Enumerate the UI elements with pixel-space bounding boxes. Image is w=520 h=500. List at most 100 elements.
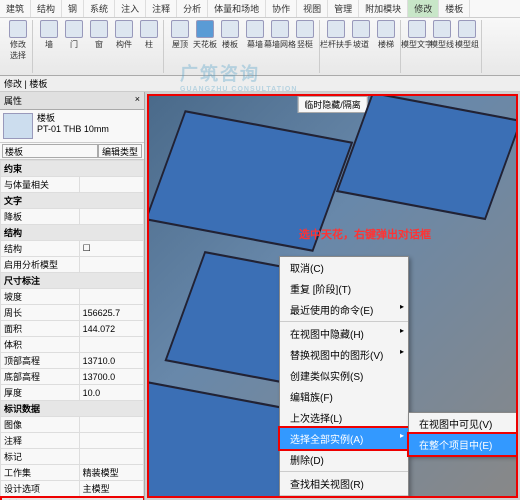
tab-8[interactable]: 协作: [266, 0, 297, 17]
ribbon-label: 坡道: [353, 39, 369, 50]
prop-row[interactable]: 阶段化: [1, 497, 144, 500]
prop-row[interactable]: 注释: [1, 433, 144, 449]
prop-row[interactable]: 结构☐: [1, 241, 144, 257]
prop-row[interactable]: 面积144.072: [1, 321, 144, 337]
type-selector[interactable]: 楼板 PT-01 THB 10mm: [0, 110, 144, 143]
ribbon-icon: [40, 20, 58, 38]
properties-panel: 属性 × 楼板 PT-01 THB 10mm 楼板 编辑类型 约束与体量相关文字…: [0, 92, 145, 500]
tab-12[interactable]: 修改: [408, 0, 439, 17]
ribbon-label: 楼板: [222, 39, 238, 50]
menu-item-2[interactable]: 最近使用的命令(E): [280, 299, 408, 320]
menu-item-8[interactable]: 上次选择(L): [280, 407, 408, 428]
viewport-3d[interactable]: 临时隐藏/隔离 选中天花，右键弹出对话框 取消(C)重复 [阶段](T)最近使用…: [147, 94, 518, 498]
ribbon-btn-1-3[interactable]: 构件: [113, 20, 135, 50]
prop-row[interactable]: 降板: [1, 209, 144, 225]
prop-row[interactable]: 尺寸标注: [1, 273, 144, 289]
prop-row[interactable]: 坡度: [1, 289, 144, 305]
tab-4[interactable]: 注入: [115, 0, 146, 17]
ribbon-btn-4-1[interactable]: 模型线: [431, 20, 453, 50]
edit-type-button[interactable]: 编辑类型: [98, 144, 142, 158]
ribbon-btn-4-2[interactable]: 模型组: [456, 20, 478, 50]
menu-item-4[interactable]: 在视图中隐藏(H): [280, 323, 408, 344]
ribbon-icon: [221, 20, 239, 38]
prop-row[interactable]: 厚度10.0: [1, 385, 144, 401]
instance-dropdown[interactable]: 楼板: [2, 144, 98, 158]
tab-0[interactable]: 建筑: [0, 0, 31, 17]
submenu-item-1[interactable]: 在整个项目中(E): [409, 434, 518, 455]
prop-row[interactable]: 设计选项主模型: [1, 481, 144, 497]
viewport-title: 临时隐藏/隔离: [297, 96, 368, 113]
ribbon-btn-1-0[interactable]: 墙: [38, 20, 60, 50]
ribbon-label: 构件: [116, 39, 132, 50]
prop-row[interactable]: 体积: [1, 337, 144, 353]
ribbon-label: 模型组: [455, 39, 479, 50]
panel-tab-props[interactable]: 属性: [4, 94, 22, 107]
ribbon-btn-1-2[interactable]: 窗: [88, 20, 110, 50]
tab-11[interactable]: 附加模块: [359, 0, 408, 17]
prop-row[interactable]: 标识数据: [1, 401, 144, 417]
context-bar: 修改 | 楼板: [0, 76, 520, 92]
ribbon-icon: [271, 20, 289, 38]
ribbon-icon: [65, 20, 83, 38]
ribbon-btn-1-4[interactable]: 柱: [138, 20, 160, 50]
ribbon-btn-2-4[interactable]: 幕墙网格: [269, 20, 291, 50]
tab-5[interactable]: 注释: [146, 0, 177, 17]
ribbon: 修改选择墙门窗构件柱屋顶天花板楼板幕墙幕墙网格竖梃栏杆扶手坡道楼梯模型文字模型线…: [0, 18, 520, 76]
ribbon-icon: [196, 20, 214, 38]
prop-row[interactable]: 约束: [1, 161, 144, 177]
tab-10[interactable]: 管理: [328, 0, 359, 17]
prop-row[interactable]: 与体量相关: [1, 177, 144, 193]
ribbon-btn-3-1[interactable]: 坡道: [350, 20, 372, 50]
menu-item-6[interactable]: 创建类似实例(S): [280, 365, 408, 386]
tab-6[interactable]: 分析: [177, 0, 208, 17]
menu-item-14[interactable]: 区域放大(I): [280, 497, 408, 498]
menu-item-9[interactable]: 选择全部实例(A): [280, 428, 408, 449]
ribbon-btn-4-0[interactable]: 模型文字: [406, 20, 428, 50]
type-preview-icon: [3, 113, 33, 139]
ribbon-label: 天花板: [193, 39, 217, 50]
ribbon-btn-2-2[interactable]: 楼板: [219, 20, 241, 50]
menu-item-10[interactable]: 删除(D): [280, 449, 408, 470]
tab-9[interactable]: 视图: [297, 0, 328, 17]
prop-row[interactable]: 文字: [1, 193, 144, 209]
tab-3[interactable]: 系统: [84, 0, 115, 17]
prop-row[interactable]: 结构: [1, 225, 144, 241]
prop-row[interactable]: 标记: [1, 449, 144, 465]
ribbon-btn-3-2[interactable]: 楼梯: [375, 20, 397, 50]
ribbon-icon: [408, 20, 426, 38]
properties-table: 约束与体量相关文字降板结构结构☐启用分析模型尺寸标注坡度周长156625.7面积…: [0, 160, 144, 500]
tab-2[interactable]: 钢: [62, 0, 84, 17]
prop-row[interactable]: 底部高程13700.0: [1, 369, 144, 385]
submenu-item-0[interactable]: 在视图中可见(V): [409, 413, 518, 434]
prop-row[interactable]: 启用分析模型: [1, 257, 144, 273]
prop-row[interactable]: 图像: [1, 417, 144, 433]
context-submenu: 在视图中可见(V)在整个项目中(E): [408, 412, 518, 456]
menu-item-1[interactable]: 重复 [阶段](T): [280, 278, 408, 299]
ribbon-btn-3-0[interactable]: 栏杆扶手: [325, 20, 347, 50]
menu-item-0[interactable]: 取消(C): [280, 257, 408, 278]
tab-7[interactable]: 体量和场地: [208, 0, 266, 17]
menu-item-12[interactable]: 查找相关视图(R): [280, 473, 408, 494]
ribbon-icon: [90, 20, 108, 38]
ribbon-btn-1-1[interactable]: 门: [63, 20, 85, 50]
ribbon-btn-0-0[interactable]: 修改: [7, 20, 29, 50]
ribbon-btn-2-5[interactable]: 竖梃: [294, 20, 316, 50]
ribbon-label: 栏杆扶手: [320, 39, 352, 50]
ribbon-icon: [171, 20, 189, 38]
ribbon-icon: [140, 20, 158, 38]
tab-1[interactable]: 结构: [31, 0, 62, 17]
prop-row[interactable]: 顶部高程13710.0: [1, 353, 144, 369]
ribbon-btn-2-1[interactable]: 天花板: [194, 20, 216, 50]
prop-row[interactable]: 周长156625.7: [1, 305, 144, 321]
ribbon-label: 修改: [10, 39, 26, 50]
ribbon-btn-2-0[interactable]: 屋顶: [169, 20, 191, 50]
ribbon-icon: [246, 20, 264, 38]
ribbon-icon: [377, 20, 395, 38]
tab-13[interactable]: 楼板: [439, 0, 470, 17]
menu-item-5[interactable]: 替换视图中的图形(V): [280, 344, 408, 365]
ribbon-label: 柱: [145, 39, 153, 50]
menu-item-7[interactable]: 编辑族(F): [280, 386, 408, 407]
ribbon-icon: [327, 20, 345, 38]
prop-row[interactable]: 工作集精装模型: [1, 465, 144, 481]
ribbon-btn-2-3[interactable]: 幕墙: [244, 20, 266, 50]
